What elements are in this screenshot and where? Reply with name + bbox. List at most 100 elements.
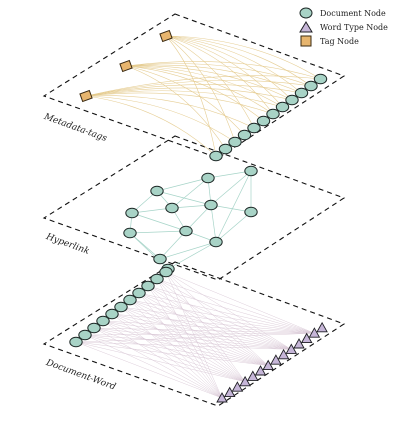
document-node [123,294,137,306]
hyperlink-edge [215,211,252,243]
document-word-edge [147,285,246,382]
tag-edge [165,35,312,87]
tag-edge [165,35,217,157]
legend-item-tag-node: Tag Node [298,34,388,48]
document-node [96,315,110,327]
document-word-edge [75,341,269,366]
tag-edge [165,35,255,129]
tag-edge [125,65,274,115]
document-node [209,236,223,248]
tag-edge [165,35,274,115]
document-node [125,207,139,219]
document-word-edge [120,306,223,399]
tag-edge [165,35,293,101]
document-word-edge [102,320,223,399]
document-node [304,80,318,92]
document-word-edge [147,285,223,399]
hyperlink-edge [207,170,252,179]
document-word-edge [165,271,223,399]
word-type-node [285,343,298,354]
document-word-edge [111,313,315,334]
word-type-node [216,392,228,403]
document-node [165,202,179,214]
word-type-node [262,359,274,371]
document-node [114,301,128,313]
document-node [153,253,167,265]
tag-edge [165,35,302,94]
tag-edge [125,63,312,87]
tag-edge [85,84,302,97]
document-node [201,172,215,184]
document-word-edge [165,271,315,334]
document-word-edge [75,341,292,350]
tag-edge [125,64,302,94]
document-word-edge [93,327,269,366]
document-node [294,87,309,99]
tag-edge [125,65,226,150]
document-word-edge [120,306,246,383]
hyperlink-edge [129,230,187,234]
document-node [150,273,164,285]
document-word-edge [84,334,269,366]
document-word-edge [75,341,246,383]
document-word-edge [84,334,223,399]
tag-edge [165,35,236,143]
document-word-edge [156,278,223,399]
word-type-node [316,321,328,333]
document-word-edge [93,327,315,334]
tag-node [119,59,133,73]
tag-edge [165,35,283,108]
hyperlink-edge [210,204,252,213]
document-word-edge [102,320,246,383]
document-word-edge [138,292,223,399]
tag-edge [85,95,236,143]
legend-label-tag-node: Tag Node [320,36,359,46]
tag-edge [125,65,283,108]
legend-item-word-type-node: Word Type Node [298,20,388,34]
document-word-edge [165,271,292,350]
document-node [218,143,233,155]
document-word-edge [111,313,246,383]
document-word-edge [165,271,269,366]
document-node [150,185,164,197]
legend-label-document-node: Document Node [320,8,386,18]
document-node [244,165,258,177]
document-node [285,94,299,106]
document-node [256,115,271,127]
document-word-edge [75,341,223,399]
word-type-node [293,338,305,349]
hyperlink-edge [210,170,252,206]
document-word-edge [129,299,223,399]
layer-planes [42,13,346,407]
hyperlink-edge [185,204,212,232]
hyperlink-edge [131,207,173,214]
document-node [78,329,92,341]
legend-item-document-node: Document Node [298,6,388,20]
document-node [313,73,328,85]
document-node [237,129,252,141]
plane-metadata-tags [42,13,346,159]
document-node [266,108,280,120]
tag-node [79,89,93,103]
graph-edges [75,35,321,399]
document-node [123,227,137,239]
word-type-node [239,375,251,387]
tag-edge [85,80,312,97]
hyperlink-edge [156,190,212,206]
document-node [204,199,218,211]
document-node [159,266,173,278]
document-word-edge [93,327,223,399]
word-type-node [270,354,282,365]
tag-edge [85,90,283,108]
hyperlink-edge [156,177,209,192]
tag-edge [125,65,293,101]
tag-edge [85,87,293,101]
tag-edge [125,65,245,136]
tag-edge [165,35,321,80]
document-word-edge [138,292,246,382]
document-word-edge [165,271,246,382]
document-node [179,225,193,237]
legend-label-word-type-node: Word Type Node [320,22,388,32]
word-type-node-icon [299,21,313,33]
